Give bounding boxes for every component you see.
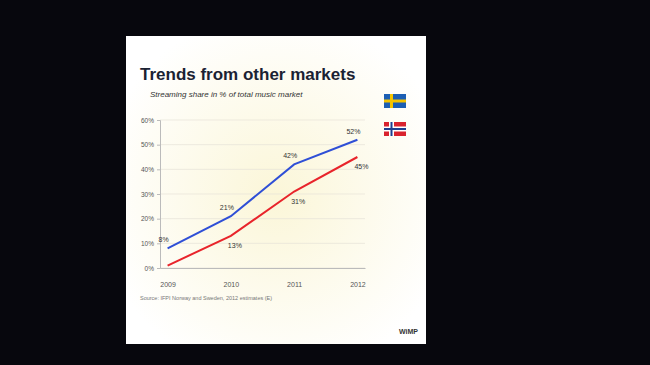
y-tick: 40% (141, 166, 160, 173)
x-tick: 2010 (224, 268, 240, 288)
flag-cross (384, 127, 406, 132)
x-tick-label: 2011 (287, 281, 302, 288)
y-tick: 60% (141, 117, 160, 124)
flag-cross (384, 128, 406, 130)
x-tick: 2011 (287, 268, 302, 288)
y-tick-label: 10% (141, 240, 154, 247)
flag-field (384, 122, 406, 136)
y-tick: 50% (141, 141, 160, 148)
title: Trends from other markets (140, 65, 355, 84)
y-tick: 0% (145, 265, 160, 272)
y-tick-mark (157, 243, 160, 244)
data-label: 52% (346, 128, 360, 135)
y-tick-label: 0% (145, 265, 155, 272)
flag-cross (384, 100, 406, 103)
y-tick-mark (157, 169, 160, 170)
data-label: 31% (291, 198, 305, 205)
flag-field (384, 94, 406, 108)
y-tick-label: 50% (141, 141, 154, 148)
y-axis-line (157, 121, 161, 269)
x-tick-label: 2009 (160, 281, 176, 288)
y-tick-label: 30% (141, 191, 154, 198)
data-label: 8% (159, 236, 169, 243)
y-tick-mark (157, 194, 160, 195)
source: Source: IFPI Norway and Sweden, 2012 est… (140, 295, 272, 301)
y-tick: 30% (141, 191, 160, 198)
grid-line (160, 243, 365, 244)
x-tick: 2012 (350, 268, 366, 288)
annotation: WiMP (399, 328, 418, 335)
legend-flag (384, 94, 406, 108)
grid-line (160, 120, 365, 121)
x-axis: 2009 2010 2011 2012 (160, 268, 365, 288)
y-tick: 10% (141, 240, 160, 247)
y-tick-label: 20% (141, 215, 154, 222)
y-tick-label: 40% (141, 166, 154, 173)
y-tick-mark (157, 268, 160, 269)
series-line (168, 157, 358, 266)
data-label: 21% (220, 204, 234, 211)
subtitle: Streaming share in % of total music mark… (150, 90, 303, 99)
grid-line (160, 268, 365, 269)
series-line (168, 140, 358, 249)
data-labels: 8% 21% 42% 52% 13% 31% 45% (159, 128, 369, 249)
y-tick: 20% (141, 215, 160, 222)
y-tick-mark (157, 145, 160, 146)
grid-line (160, 218, 365, 219)
data-label: 13% (228, 242, 242, 249)
data-label: 42% (283, 152, 297, 159)
y-tick-mark (157, 120, 160, 121)
legend-flag (384, 122, 406, 136)
x-axis-line (161, 268, 366, 269)
data-label: 45% (354, 163, 368, 170)
y-axis: 0% 10% 20% 30% 40% 50% 60% (141, 117, 161, 272)
grid-line (160, 194, 365, 195)
chart-root: Trends from other markets Streaming share… (0, 0, 650, 365)
grid-line (160, 144, 365, 145)
x-tick: 2009 (160, 268, 176, 288)
x-tick-label: 2012 (350, 281, 366, 288)
slide (126, 36, 426, 344)
y-tick-mark (157, 219, 160, 220)
y-tick-label: 60% (141, 117, 154, 124)
plot-area (168, 140, 358, 266)
grid (160, 120, 365, 268)
x-tick-label: 2010 (224, 281, 240, 288)
legend (384, 94, 406, 136)
